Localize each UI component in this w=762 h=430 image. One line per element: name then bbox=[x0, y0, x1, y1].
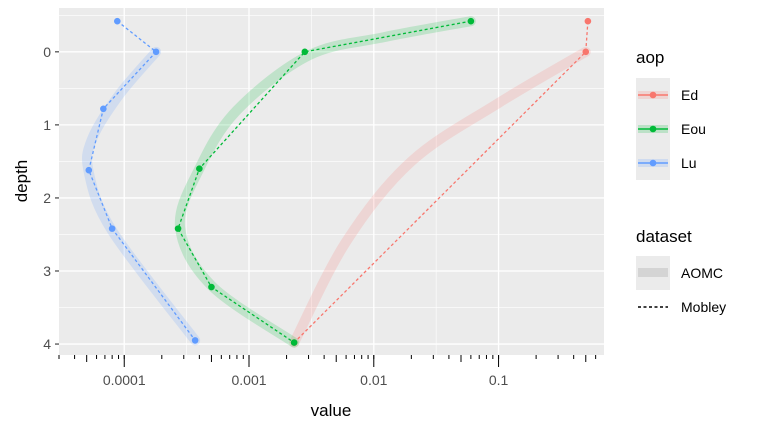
data-point-ed bbox=[584, 17, 592, 25]
legend-label-ed: Ed bbox=[681, 87, 698, 103]
data-point-lu bbox=[191, 337, 199, 344]
data-point-lu bbox=[114, 17, 121, 25]
data-point-lu bbox=[100, 105, 107, 113]
y-axis: 0 1 2 3 4 bbox=[43, 44, 59, 352]
y-tick-label: 4 bbox=[43, 336, 51, 352]
legend-label-lu: Lu bbox=[681, 155, 697, 171]
legend-title-dataset: dataset bbox=[636, 227, 692, 246]
x-tick-label: 0.0001 bbox=[103, 372, 146, 388]
x-axis-title: value bbox=[311, 401, 352, 420]
data-point-ed bbox=[582, 48, 590, 56]
aomc-band-lu bbox=[81, 46, 201, 346]
y-tick-label: 1 bbox=[43, 117, 51, 133]
y-tick-label: 2 bbox=[43, 190, 51, 206]
mobley-lines bbox=[88, 20, 589, 344]
mobley-line-eou bbox=[177, 20, 471, 344]
legend-key-band bbox=[638, 268, 668, 277]
y-tick-label: 0 bbox=[43, 44, 51, 60]
mobley-line-ed bbox=[293, 21, 589, 344]
legend-label-eou: Eou bbox=[681, 121, 706, 137]
data-points bbox=[85, 17, 592, 346]
y-tick-label: 3 bbox=[43, 263, 51, 279]
data-point-eou bbox=[196, 165, 203, 173]
x-tick-label: 0.001 bbox=[231, 372, 266, 388]
data-point-eou bbox=[208, 283, 215, 291]
legend-key-bg bbox=[636, 290, 670, 324]
legend-key-point bbox=[649, 91, 657, 99]
legend-label-aomc: AOMC bbox=[681, 265, 723, 281]
x-axis: 0.0001 0.001 0.01 0.1 bbox=[58, 355, 597, 388]
legend-label-mobley: Mobley bbox=[681, 299, 726, 315]
x-tick-label: 0.01 bbox=[360, 372, 387, 388]
x-tick-label: 0.1 bbox=[489, 372, 509, 388]
legend-key-point bbox=[649, 159, 657, 167]
data-point-eou bbox=[174, 225, 182, 232]
data-point-lu bbox=[152, 48, 160, 56]
data-point-eou bbox=[467, 17, 475, 25]
legend-title-aop: aop bbox=[636, 48, 664, 67]
legend-key-point bbox=[649, 125, 657, 133]
data-point-eou bbox=[290, 339, 298, 346]
aomc-band-ed bbox=[289, 46, 591, 348]
data-point-eou bbox=[301, 48, 309, 56]
legend: aop Ed Eou Lu dataset AOMC Mobley bbox=[636, 48, 726, 324]
data-point-lu bbox=[85, 166, 93, 174]
panel-background bbox=[59, 8, 604, 355]
y-axis-title: depth bbox=[12, 160, 31, 203]
data-point-lu bbox=[108, 225, 116, 232]
mobley-line-lu bbox=[88, 20, 196, 341]
